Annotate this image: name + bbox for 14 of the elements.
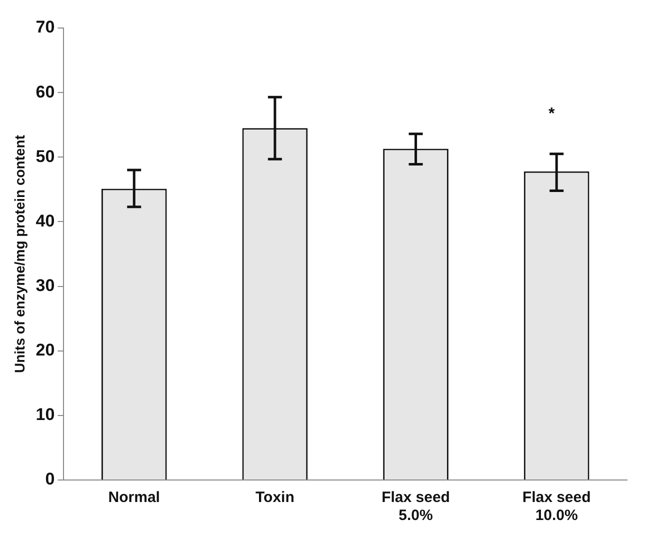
x-tick-label: Flax seed 10.0% <box>522 489 591 524</box>
y-tick-label: 10 <box>36 405 55 424</box>
y-tick-label: 0 <box>45 470 55 489</box>
x-tick-label: Normal <box>108 489 160 506</box>
y-tick-label: 70 <box>36 18 55 37</box>
y-tick-label: 40 <box>36 211 55 230</box>
annotation: * <box>548 105 556 122</box>
x-tick-label: Flax seed 5.0% <box>382 489 450 524</box>
y-tick-label: 30 <box>36 276 55 295</box>
x-tick-label: Toxin <box>256 489 294 506</box>
y-axis-title: Units of enzyme/mg protein content <box>11 134 28 374</box>
y-tick-label: 60 <box>36 82 55 102</box>
y-tick-label: 20 <box>36 340 55 360</box>
y-tick-label: 50 <box>36 146 55 166</box>
